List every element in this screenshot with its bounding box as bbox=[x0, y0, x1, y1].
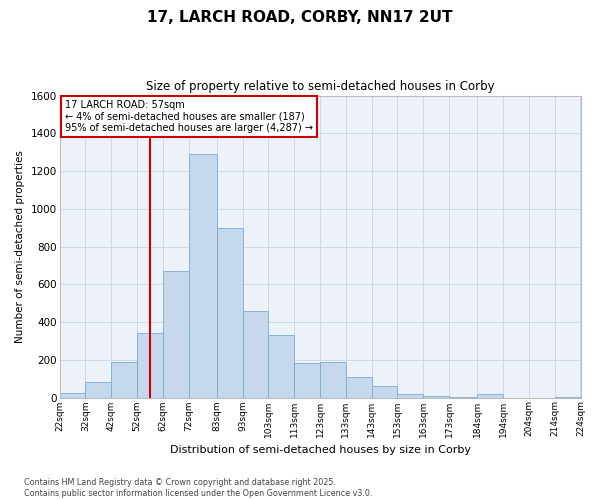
Bar bbox=[242, 310, 268, 398]
Bar bbox=[555, 396, 580, 398]
Bar bbox=[397, 394, 423, 398]
Text: 17, LARCH ROAD, CORBY, NN17 2UT: 17, LARCH ROAD, CORBY, NN17 2UT bbox=[147, 10, 453, 25]
Bar bbox=[59, 394, 85, 398]
Bar bbox=[85, 382, 111, 398]
Bar bbox=[320, 362, 346, 398]
Title: Size of property relative to semi-detached houses in Corby: Size of property relative to semi-detach… bbox=[146, 80, 494, 93]
Bar bbox=[423, 396, 449, 398]
Bar bbox=[268, 335, 294, 398]
Bar bbox=[137, 334, 163, 398]
Bar bbox=[163, 271, 188, 398]
Bar bbox=[111, 362, 137, 398]
Y-axis label: Number of semi-detached properties: Number of semi-detached properties bbox=[15, 150, 25, 343]
Bar bbox=[188, 154, 217, 398]
Text: Contains HM Land Registry data © Crown copyright and database right 2025.
Contai: Contains HM Land Registry data © Crown c… bbox=[24, 478, 373, 498]
Bar bbox=[294, 362, 320, 398]
Bar bbox=[449, 396, 478, 398]
Bar bbox=[217, 228, 242, 398]
X-axis label: Distribution of semi-detached houses by size in Corby: Distribution of semi-detached houses by … bbox=[170, 445, 470, 455]
Bar bbox=[371, 386, 397, 398]
Text: 17 LARCH ROAD: 57sqm
← 4% of semi-detached houses are smaller (187)
95% of semi-: 17 LARCH ROAD: 57sqm ← 4% of semi-detach… bbox=[65, 100, 313, 134]
Bar bbox=[346, 377, 371, 398]
Bar bbox=[478, 394, 503, 398]
